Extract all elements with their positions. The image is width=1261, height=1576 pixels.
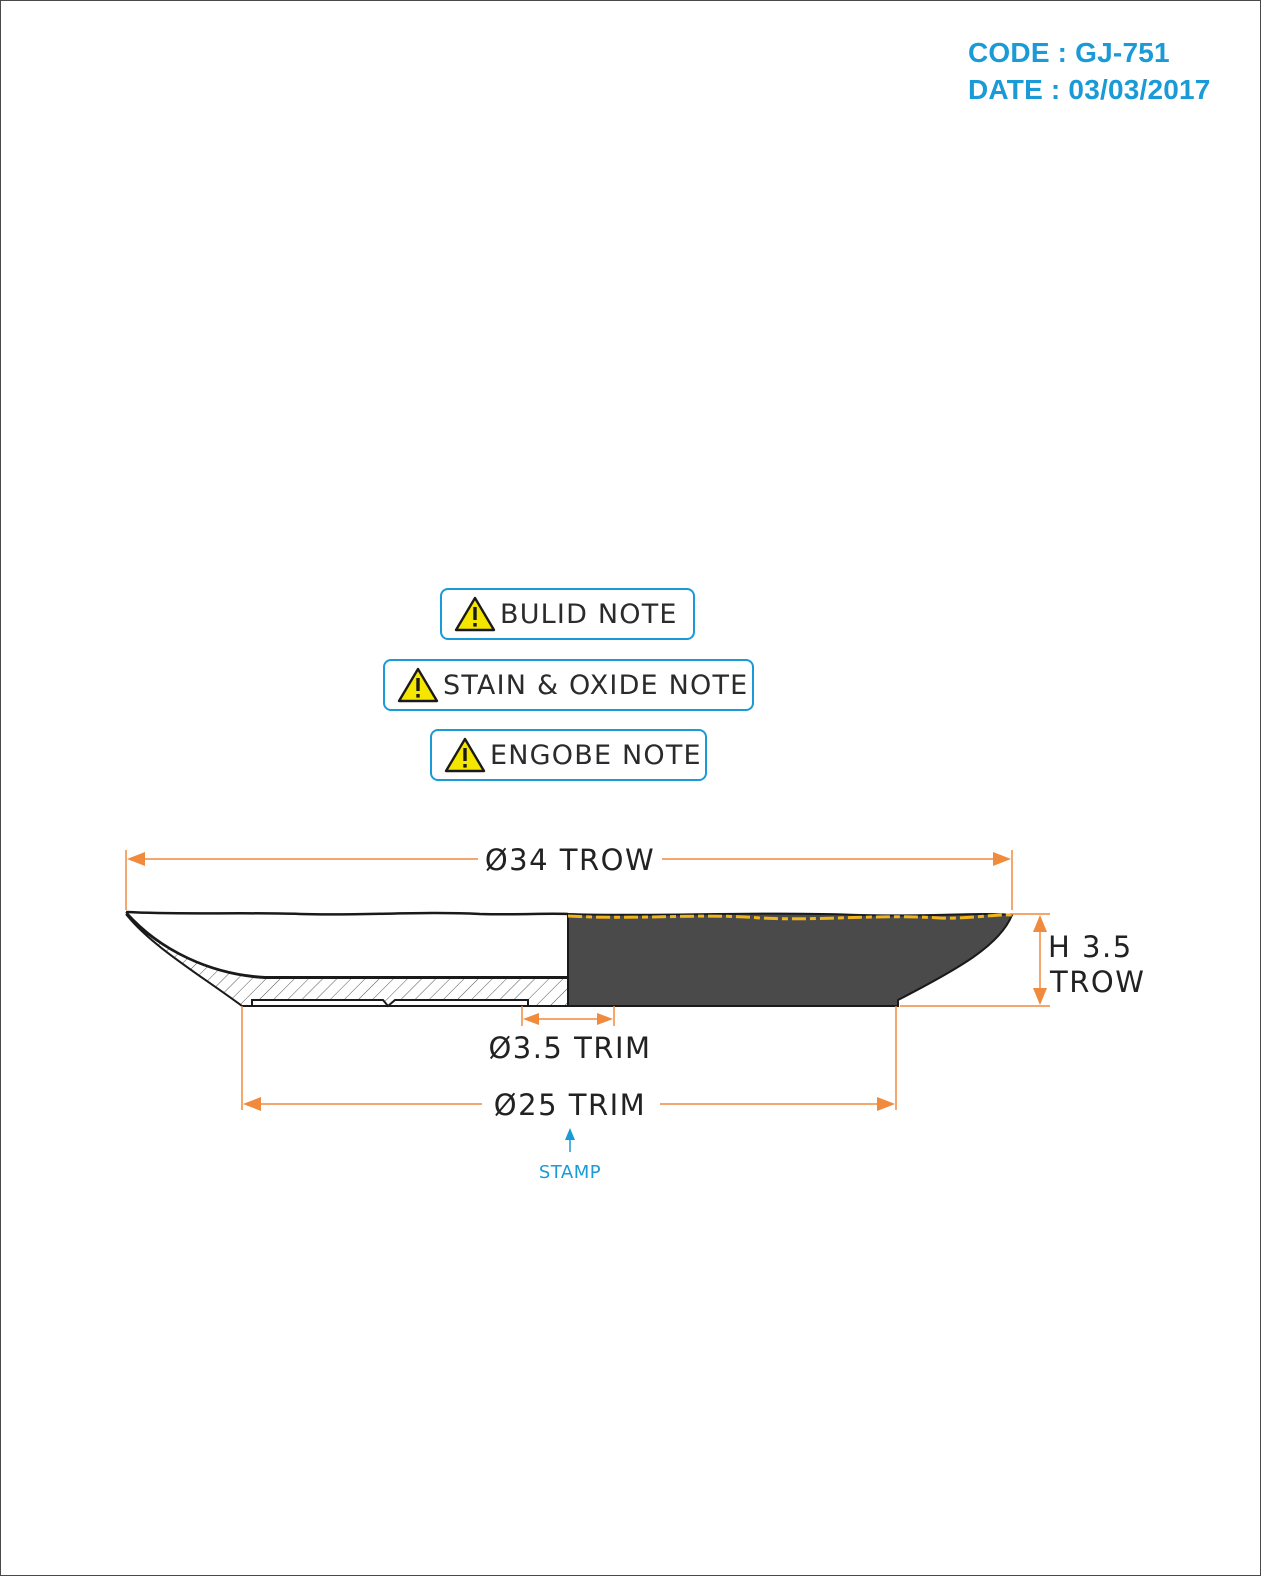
stain-oxide-note-button[interactable]: STAIN & OXIDE NOTE (383, 659, 754, 711)
drawing-date: DATE : 03/03/2017 (968, 74, 1211, 105)
engobe-note-label: ENGOBE NOTE (490, 739, 702, 771)
inner-trim-dimension: Ø3.5 TRIM (488, 1006, 651, 1065)
foot-diameter-dimension: Ø25 TRIM (241, 1006, 897, 1122)
height-label-line1: H 3.5 (1048, 930, 1133, 964)
build-note-button[interactable]: BULID NOTE (440, 588, 695, 640)
height-label-line2: TROW (1049, 965, 1145, 999)
stain-oxide-note-label: STAIN & OXIDE NOTE (443, 669, 749, 701)
top-diameter-dimension: Ø34 TROW (125, 843, 1013, 910)
plate-exterior-view (567, 912, 1014, 1007)
plate-cross-section (125, 910, 569, 1008)
engobe-note-button[interactable]: ENGOBE NOTE (430, 729, 707, 781)
warning-triangle-icon (454, 596, 496, 632)
arrow-up-icon (565, 1128, 575, 1140)
top-diameter-label: Ø34 TROW (485, 843, 655, 877)
build-note-label: BULID NOTE (500, 598, 678, 630)
title-block: CODE : GJ-751 DATE : 03/03/2017 (968, 34, 1211, 108)
height-dimension: H 3.5 TROW (900, 913, 1145, 1007)
product-code: CODE : GJ-751 (968, 37, 1170, 68)
warning-triangle-icon (397, 667, 439, 703)
stamp-callout: STAMP (539, 1128, 601, 1183)
stamp-label: STAMP (539, 1162, 601, 1183)
inner-trim-label: Ø3.5 TRIM (488, 1031, 651, 1065)
foot-diameter-label: Ø25 TRIM (494, 1088, 646, 1122)
warning-triangle-icon (444, 737, 486, 773)
